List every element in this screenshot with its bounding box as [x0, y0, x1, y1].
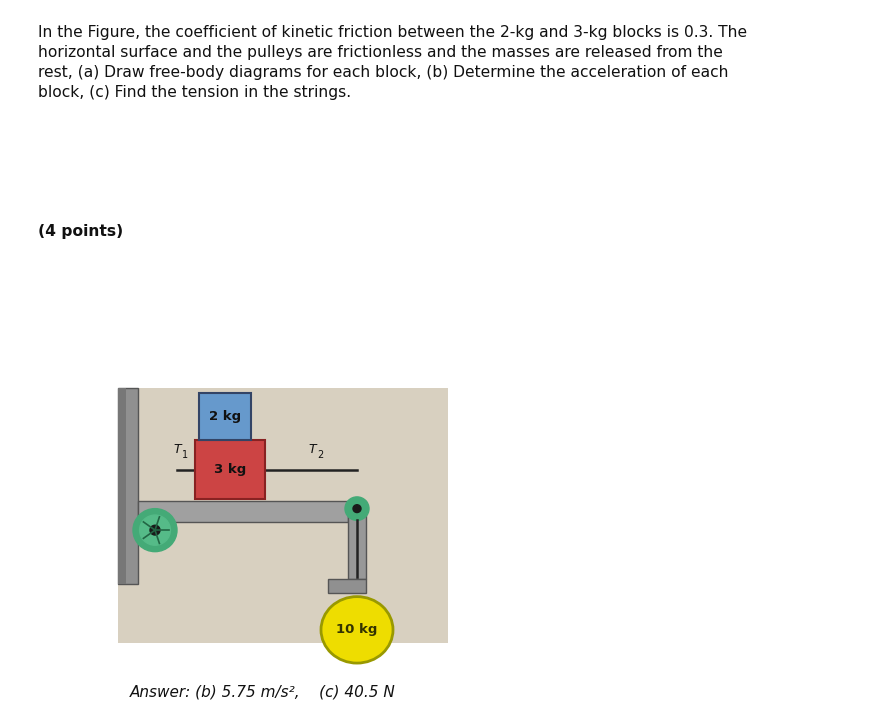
Ellipse shape: [321, 597, 393, 663]
Text: 2: 2: [317, 450, 323, 460]
Circle shape: [133, 508, 177, 552]
Text: 3 kg: 3 kg: [214, 463, 246, 476]
Text: T: T: [309, 443, 316, 456]
FancyBboxPatch shape: [195, 440, 265, 499]
Circle shape: [353, 505, 361, 513]
FancyBboxPatch shape: [118, 388, 126, 584]
FancyBboxPatch shape: [348, 501, 366, 579]
Text: 1: 1: [182, 450, 188, 460]
Text: (4 points): (4 points): [38, 225, 123, 240]
FancyBboxPatch shape: [138, 501, 348, 523]
FancyBboxPatch shape: [118, 388, 138, 584]
Text: Answer: (b) 5.75 m/s²,    (c) 40.5 N: Answer: (b) 5.75 m/s², (c) 40.5 N: [130, 684, 396, 700]
Circle shape: [345, 497, 369, 520]
FancyBboxPatch shape: [328, 579, 366, 593]
Text: 10 kg: 10 kg: [336, 624, 378, 636]
Text: In the Figure, the coefficient of kinetic friction between the 2-kg and 3-kg blo: In the Figure, the coefficient of kineti…: [38, 25, 746, 100]
FancyBboxPatch shape: [118, 388, 448, 643]
Text: 2 kg: 2 kg: [209, 410, 241, 423]
Text: T: T: [173, 443, 181, 456]
FancyBboxPatch shape: [199, 393, 251, 440]
Circle shape: [150, 525, 160, 535]
Circle shape: [140, 515, 170, 545]
